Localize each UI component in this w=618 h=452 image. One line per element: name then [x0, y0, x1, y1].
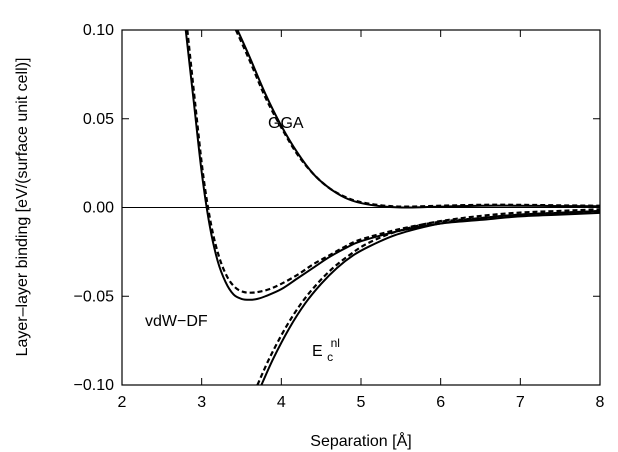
- x-tick-label: 8: [596, 394, 605, 411]
- series-line-ecnl-dashed: [256, 208, 600, 385]
- annotation-ecnl: E c nl: [312, 336, 340, 365]
- y-tick-label: 0.10: [83, 22, 114, 39]
- y-tick-label: −0.05: [74, 288, 115, 305]
- y-tick-label: 0.05: [83, 111, 114, 128]
- x-tick-label: 6: [436, 394, 445, 411]
- x-tick-label: 2: [118, 394, 127, 411]
- y-tick-label: −0.10: [74, 377, 115, 394]
- y-axis-label: Layer–layer binding [eV/(surface unit ce…: [14, 58, 31, 357]
- annotation-gga: GGA: [268, 115, 304, 132]
- annotation-ecnl-main: E: [312, 343, 323, 360]
- y-tick-label: 0.00: [83, 200, 114, 217]
- axis-ticks: 2 3 4 5 6 7 8 −0.10 −0.05 0.00 0.05 0.10: [74, 22, 605, 411]
- x-tick-label: 7: [516, 394, 525, 411]
- curves-layer: [184, 30, 600, 385]
- annotation-ecnl-sub: c: [327, 350, 333, 364]
- x-tick-label: 3: [197, 394, 206, 411]
- x-tick-label: 5: [357, 394, 366, 411]
- annotation-vdw-df: vdW−DF: [145, 313, 208, 330]
- series-line-vdw-df-dashed: [186, 30, 600, 294]
- x-tick-label: 4: [277, 394, 286, 411]
- series-line-ecnl-solid: [260, 210, 600, 385]
- annotation-ecnl-sup: nl: [331, 336, 340, 350]
- series-line-gga-dashed: [234, 30, 600, 208]
- x-axis-label: Separation [Å]: [310, 431, 411, 450]
- series-line-vdw-df-solid: [184, 30, 600, 301]
